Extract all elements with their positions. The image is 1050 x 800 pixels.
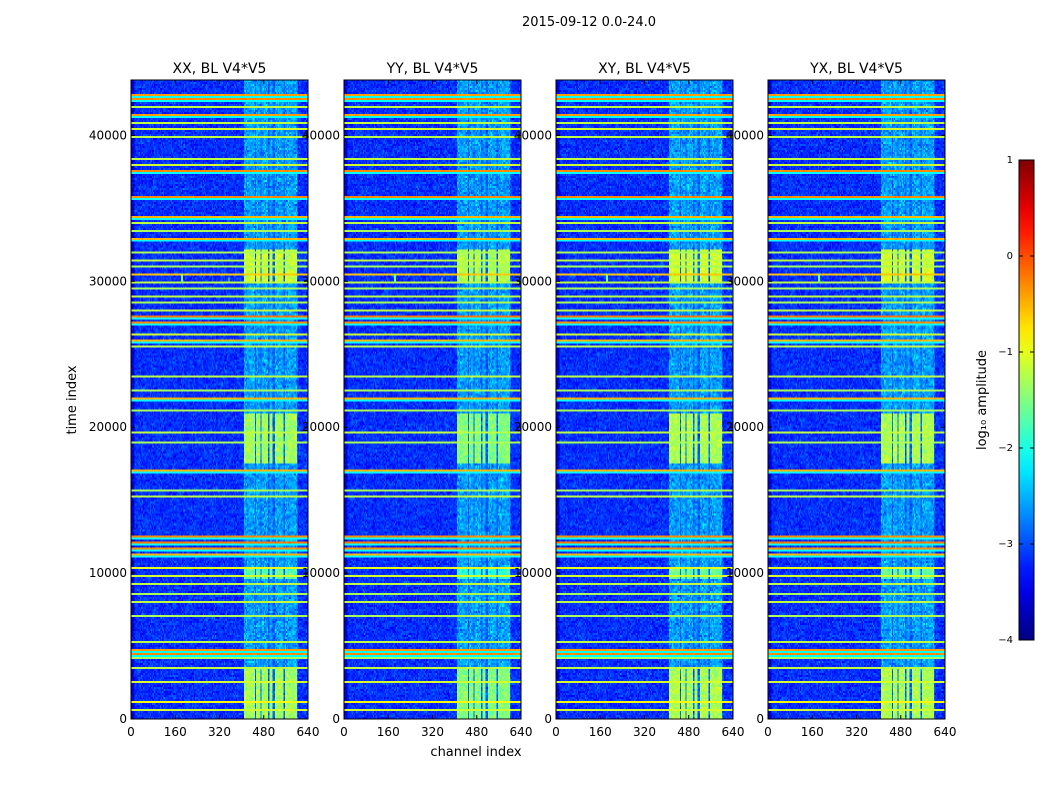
panel-4: YX, BL V4*V5 0 160 320 480 640 0 10000 20000 3000…: [726, 61, 957, 739]
y-tick-label: 40000: [302, 128, 340, 142]
colorbar-tick-label: −2: [998, 443, 1013, 454]
y-tick-label: 0: [119, 712, 127, 726]
x-tick-label: 320: [633, 725, 656, 739]
colorbar: 1 0 −1 −2 −3 −4 log₁₀ amplitude: [975, 155, 1035, 646]
x-tick-label: 480: [465, 725, 488, 739]
panel-title: YY, BL V4*V5: [386, 61, 479, 77]
y-tick-label: 20000: [514, 420, 552, 434]
y-tick-label: 0: [756, 712, 764, 726]
x-tick-label: 320: [208, 725, 231, 739]
figure-suptitle: 2015-09-12 0.0-24.0: [522, 15, 656, 30]
y-tick-label: 10000: [89, 566, 127, 580]
y-tick-label: 10000: [514, 566, 552, 580]
y-tick-label: 10000: [726, 566, 764, 580]
colorbar-tick-label: −3: [998, 539, 1013, 550]
x-tick-label: 0: [127, 725, 135, 739]
colorbar-gradient: [1018, 159, 1035, 641]
x-tick-label: 640: [722, 725, 745, 739]
y-axis-label: time index: [65, 365, 80, 434]
y-tick-label: 30000: [726, 274, 764, 288]
panel-title: XX, BL V4*V5: [173, 61, 267, 77]
x-tick-label: 480: [889, 725, 912, 739]
y-tick-label: 0: [332, 712, 340, 726]
x-tick-label: 160: [589, 725, 612, 739]
y-tick-label: 10000: [302, 566, 340, 580]
colorbar-tick-label: −4: [998, 635, 1013, 646]
panel-title: YX, BL V4*V5: [809, 61, 903, 77]
y-tick-label: 20000: [302, 420, 340, 434]
y-tick-label: 0: [544, 712, 552, 726]
panel-2: YY, BL V4*V5 0 160 320 480 640 0 10000 20000 3000…: [302, 61, 533, 739]
x-tick-label: 480: [252, 725, 275, 739]
colorbar-tick-label: 0: [1007, 251, 1013, 262]
x-tick-label: 480: [677, 725, 700, 739]
y-tick-label: 40000: [726, 128, 764, 142]
x-tick-label: 0: [552, 725, 560, 739]
y-tick-label: 30000: [89, 274, 127, 288]
panel-heatmap-image: [556, 80, 733, 719]
panel-heatmap-image: [344, 80, 521, 719]
panels: XX, BL V4*V5 0 160 320 480 640 0 10000 20000 3000…: [89, 61, 957, 739]
y-tick-label: 20000: [89, 420, 127, 434]
y-tick-label: 40000: [89, 128, 127, 142]
panel-title: XY, BL V4*V5: [598, 61, 691, 77]
x-axis-label: channel index: [430, 745, 521, 760]
y-tick-label: 30000: [514, 274, 552, 288]
panel-3: XY, BL V4*V5 0 160 320 480 640 0 10000 20000 3000…: [514, 61, 745, 739]
x-tick-label: 320: [421, 725, 444, 739]
panel-heatmap-image: [131, 80, 308, 719]
y-tick-label: 40000: [514, 128, 552, 142]
x-tick-label: 160: [801, 725, 824, 739]
x-tick-label: 320: [845, 725, 868, 739]
x-tick-label: 0: [340, 725, 348, 739]
colorbar-tick-label: 1: [1007, 155, 1013, 166]
x-tick-label: 160: [377, 725, 400, 739]
x-tick-label: 160: [164, 725, 187, 739]
x-tick-label: 0: [764, 725, 772, 739]
panel-1: XX, BL V4*V5 0 160 320 480 640 0 10000 20000 3000…: [89, 61, 320, 739]
x-tick-label: 640: [510, 725, 533, 739]
panel-heatmap-image: [768, 80, 945, 719]
x-tick-label: 640: [297, 725, 320, 739]
colorbar-tick-label: −1: [998, 347, 1013, 358]
y-tick-label: 30000: [302, 274, 340, 288]
colorbar-label: log₁₀ amplitude: [975, 350, 990, 450]
y-tick-label: 20000: [726, 420, 764, 434]
x-tick-label: 640: [934, 725, 957, 739]
